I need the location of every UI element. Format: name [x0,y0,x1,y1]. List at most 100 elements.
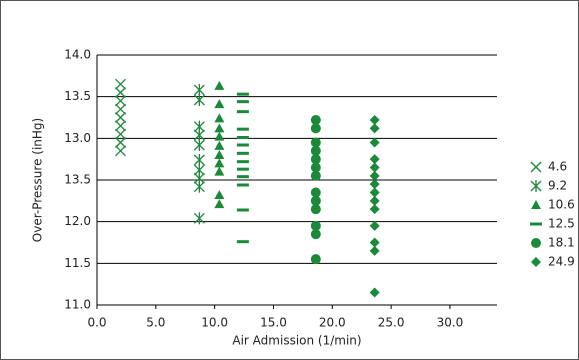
marker [531,238,541,248]
marker [310,154,321,165]
marker [369,195,380,206]
marker-shape [236,240,249,244]
marker-stroke [115,78,126,90]
x-tick-label: 25.0 [378,316,405,330]
marker-shape [369,154,380,165]
marker-stroke [115,103,126,115]
marker [236,143,249,147]
marker-shape [310,187,321,198]
y-axis-label: Over-Pressure (inHg) [31,118,45,242]
marker [531,257,541,267]
marker-shape [214,150,225,159]
marker-shape [236,151,249,155]
marker [214,150,225,159]
legend-label: 10.6 [548,198,575,212]
y-tick-label: 13.5 [64,173,91,187]
marker-stroke [115,120,126,132]
y-tick-label: 14.0 [64,48,91,62]
marker-shape [310,162,321,173]
marker-stroke [530,161,542,173]
marker-shape [236,175,249,179]
marker-shape [214,158,225,168]
x-tick-label: 30.0 [437,316,464,330]
marker [214,113,225,123]
marker-shape [369,162,380,173]
marker [115,95,126,107]
marker [115,87,126,98]
marker [310,123,321,134]
marker-shape [214,140,225,150]
marker-shape [310,154,321,165]
marker [369,287,380,298]
marker-shape [310,145,321,156]
x-tick-label: 20.0 [319,316,346,330]
marker [214,190,225,199]
marker [214,99,225,109]
marker-shape [214,123,225,133]
marker-shape [236,208,249,212]
marker [236,175,249,179]
x-tick-label: 0.0 [87,316,106,330]
marker [369,154,380,165]
marker [310,229,321,240]
marker-shape [310,195,321,206]
marker-shape [369,115,380,125]
marker-shape [214,113,225,123]
marker [193,212,205,225]
marker [193,139,205,151]
marker-shape [531,200,541,209]
marker [531,200,541,209]
marker [310,204,321,215]
marker-shape [369,137,380,148]
marker [236,127,249,131]
marker-shape [531,238,541,248]
marker [214,140,225,150]
legend-label: 24.9 [548,255,575,269]
marker-shape [310,204,321,215]
marker-stroke [115,87,126,98]
marker [115,128,126,140]
marker [310,162,321,173]
marker-shape [369,123,380,134]
marker [236,110,249,114]
marker [115,120,126,132]
marker [369,204,380,215]
marker [193,94,205,106]
marker [369,137,380,148]
marker-shape [310,115,321,125]
marker-shape [530,222,542,226]
marker [369,245,380,256]
marker-shape [369,245,380,256]
marker-shape [236,183,249,187]
marker [214,166,225,176]
x-tick-label: 15.0 [260,316,287,330]
marker [214,158,225,168]
x-tick-label: 10.0 [201,316,228,330]
marker-shape [236,92,249,96]
marker [369,123,380,134]
marker-shape [236,143,249,147]
marker [236,151,249,155]
marker-shape [214,131,225,141]
marker [236,92,249,96]
marker-shape [369,195,380,206]
marker-shape [214,99,225,109]
marker-shape [310,254,321,265]
marker-shape [236,127,249,131]
marker [236,136,249,139]
marker-shape [310,220,321,231]
marker [214,199,225,209]
marker [310,115,321,125]
marker [369,220,380,231]
marker [236,167,249,171]
marker [369,237,380,248]
marker-shape [310,229,321,240]
marker-shape [369,179,380,190]
marker [115,145,126,157]
marker-shape [214,166,225,176]
marker [369,187,380,198]
marker [530,180,542,192]
marker-shape [236,110,249,114]
marker [236,160,249,164]
marker-shape [531,257,541,267]
